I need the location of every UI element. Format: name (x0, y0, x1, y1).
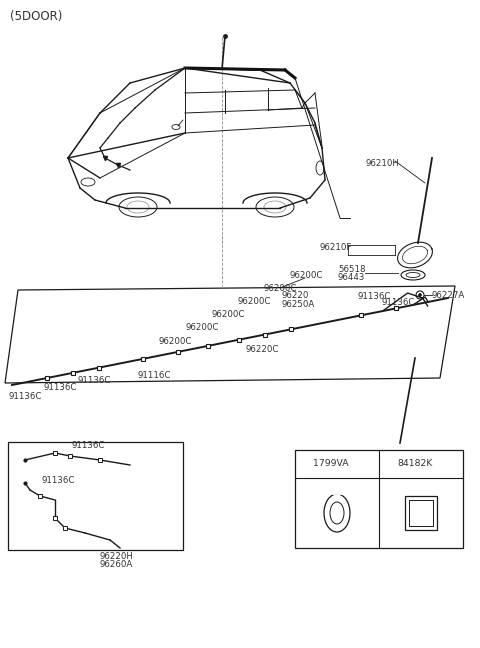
Text: (5DOOR): (5DOOR) (10, 10, 62, 23)
Text: 96250A: 96250A (282, 300, 315, 309)
Text: 96260A: 96260A (100, 560, 133, 569)
Text: 96210F: 96210F (320, 244, 352, 253)
Text: 96200C: 96200C (290, 271, 323, 279)
Bar (405, 496, 437, 530)
Text: 91136C: 91136C (42, 476, 75, 485)
Text: 96220C: 96220C (245, 345, 278, 354)
Text: 96220: 96220 (282, 291, 310, 300)
Text: 96443: 96443 (338, 273, 365, 283)
Bar (409, 500, 433, 526)
Text: 84182K: 84182K (397, 459, 432, 469)
Text: 96200C: 96200C (159, 337, 192, 345)
Text: 91136C: 91136C (9, 392, 42, 401)
Text: 91136C: 91136C (357, 292, 390, 301)
Ellipse shape (419, 294, 421, 297)
Text: 96210H: 96210H (366, 159, 400, 167)
Text: 91116C: 91116C (138, 371, 171, 380)
Text: 96227A: 96227A (432, 292, 465, 301)
Text: 96200C: 96200C (264, 284, 297, 293)
Text: 91136C: 91136C (43, 383, 76, 392)
Bar (8, 442, 183, 550)
Text: 96200C: 96200C (185, 323, 218, 332)
Text: 56518: 56518 (338, 266, 365, 275)
Bar (295, 450, 463, 548)
Text: 91136C: 91136C (382, 298, 415, 307)
Text: 1799VA: 1799VA (313, 459, 348, 469)
Text: 91136C: 91136C (72, 441, 106, 450)
Text: 96200C: 96200C (211, 310, 245, 319)
Text: 96200C: 96200C (238, 297, 271, 306)
Text: 96220H: 96220H (100, 552, 134, 561)
Text: 91136C: 91136C (77, 376, 110, 385)
